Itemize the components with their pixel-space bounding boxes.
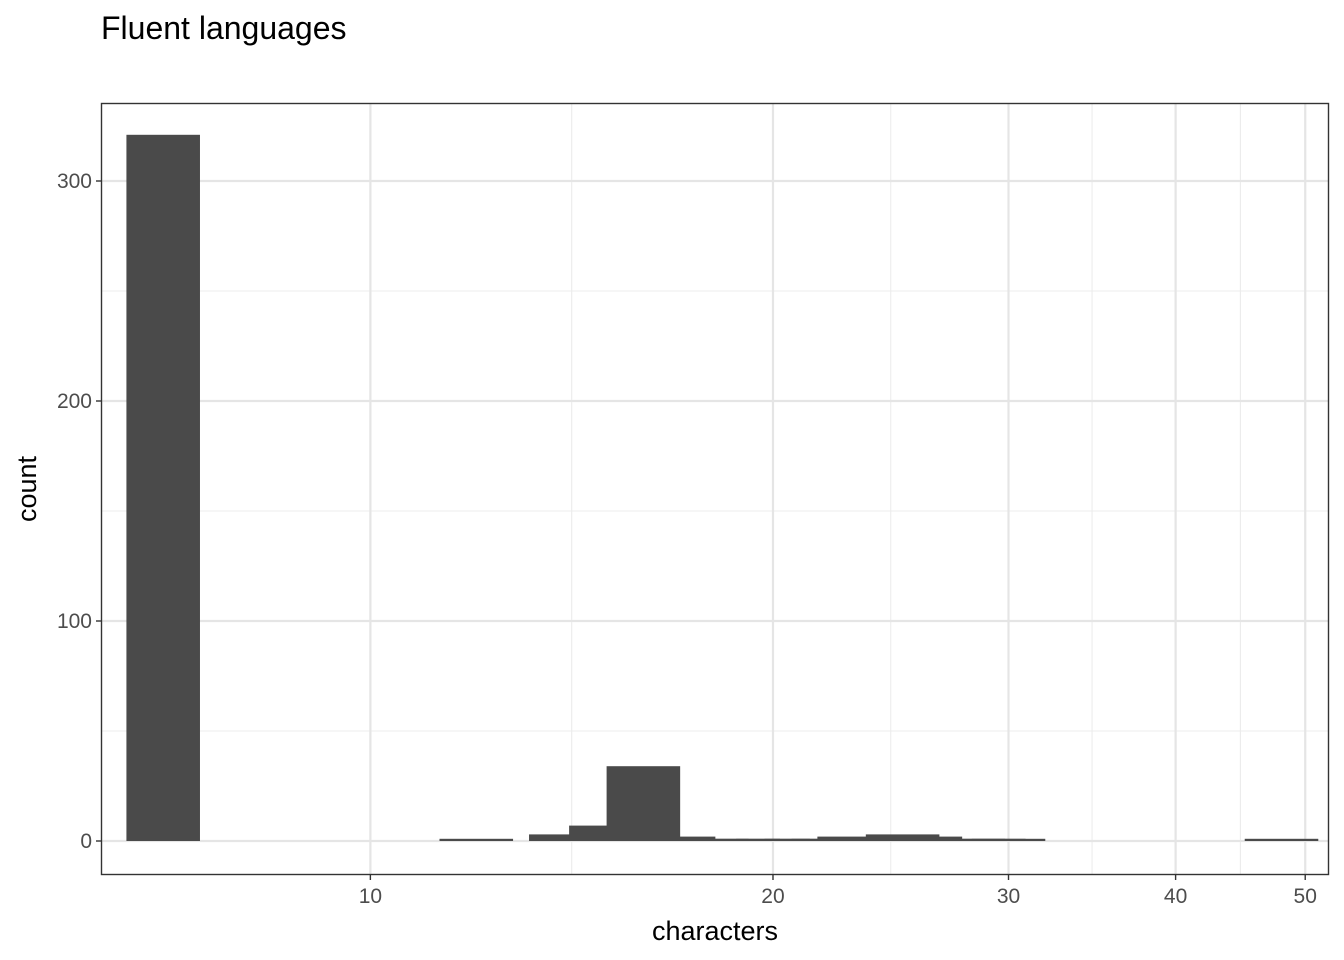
histogram-bar xyxy=(126,134,200,842)
axis-ticks xyxy=(96,180,1306,880)
histogram-bar xyxy=(888,836,963,841)
x-tick-label: 10 xyxy=(359,885,382,908)
y-tick-label: 200 xyxy=(57,390,92,413)
histogram-bar xyxy=(439,838,514,841)
x-tick-label: 50 xyxy=(1294,885,1317,908)
chart-title: Fluent languages xyxy=(101,10,347,46)
x-tick-label: 40 xyxy=(1164,885,1187,908)
y-axis-title: count xyxy=(12,455,42,522)
histogram-bar xyxy=(606,766,681,841)
x-axis-title: characters xyxy=(652,916,778,946)
histogram-bar xyxy=(529,834,603,841)
x-tick-label: 20 xyxy=(761,885,784,908)
tick-labels: 0 100 200 300 10 20 30 40 50 xyxy=(57,170,1317,908)
histogram-bar xyxy=(971,838,1046,841)
y-tick-label: 300 xyxy=(57,170,92,193)
y-tick-label: 0 xyxy=(80,830,92,853)
x-tick-label: 30 xyxy=(997,885,1020,908)
grid-lines xyxy=(102,104,1328,874)
panel-border xyxy=(100,102,1330,876)
bars xyxy=(126,134,1319,842)
y-tick-label: 100 xyxy=(57,610,92,633)
histogram-bar xyxy=(1244,838,1319,841)
